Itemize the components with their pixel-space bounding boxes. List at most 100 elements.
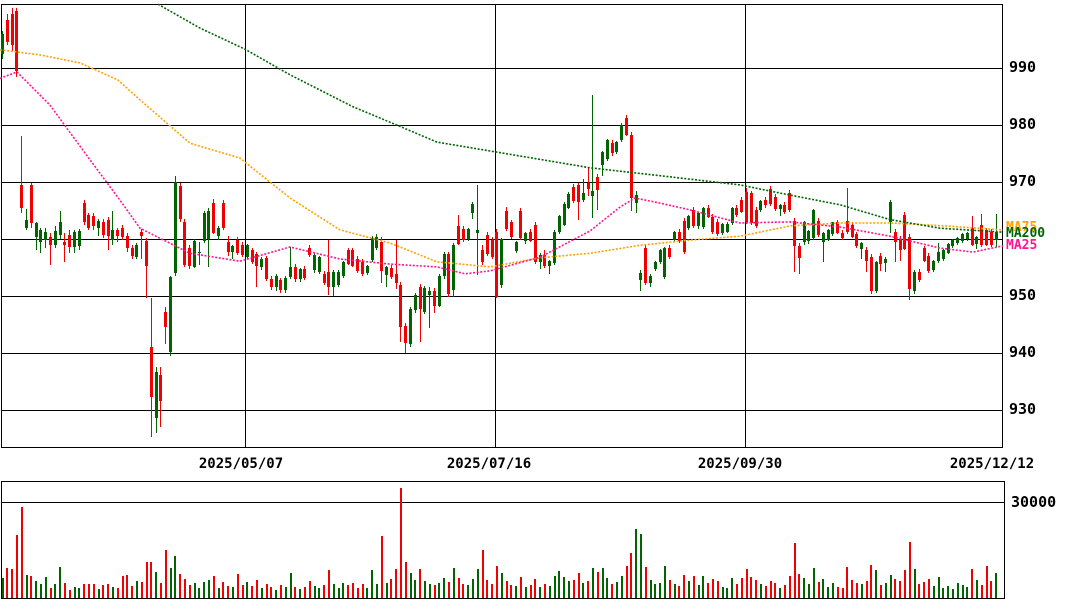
- volume-bar: [44, 577, 47, 598]
- volume-bar: [49, 588, 52, 598]
- price-tick-label: 970: [1009, 172, 1037, 190]
- candle-body: [716, 221, 720, 234]
- volume-bar: [39, 584, 42, 598]
- candle-wick: [419, 284, 421, 342]
- candle-body: [577, 185, 580, 202]
- candle-body: [207, 210, 211, 239]
- ma75-legend-label: MA75: [1006, 220, 1038, 235]
- candle-body: [245, 244, 249, 257]
- candle-body: [476, 230, 480, 234]
- volume-bar: [308, 580, 311, 598]
- candle-body: [481, 250, 484, 262]
- candle-body: [514, 241, 518, 251]
- candle-body: [553, 232, 556, 263]
- candle-body: [538, 254, 542, 263]
- candle-body: [241, 245, 244, 255]
- candle-body: [956, 237, 960, 243]
- candle-body: [1, 33, 4, 54]
- volume-bar: [779, 587, 782, 598]
- candle-body: [817, 220, 820, 235]
- ma25-legend-label: MA25: [1006, 238, 1038, 253]
- price-tick-label: 930: [1009, 400, 1037, 418]
- volume-bar: [807, 583, 810, 598]
- volume-bar: [246, 581, 249, 598]
- ma200-legend-label: MA200: [1006, 226, 1046, 241]
- candle-body: [145, 241, 148, 267]
- volume-bar: [135, 581, 138, 598]
- candle-body: [418, 286, 422, 309]
- candle-body: [39, 229, 43, 242]
- candle-body: [73, 232, 76, 247]
- candle-body: [135, 245, 139, 257]
- volume-bar: [529, 585, 532, 598]
- candle-body: [457, 225, 460, 244]
- volume-bar: [63, 582, 66, 598]
- candle-body: [332, 272, 336, 287]
- volume-bar: [500, 572, 503, 598]
- volume-bar: [659, 582, 662, 598]
- candle-body: [490, 239, 494, 257]
- volume-bar: [140, 582, 143, 598]
- volume-bar: [371, 570, 374, 598]
- volume-bar: [702, 576, 705, 598]
- volume-bar: [942, 587, 945, 598]
- candle-body: [327, 272, 331, 287]
- candle-body: [759, 200, 763, 211]
- volume-bar: [20, 506, 23, 598]
- candle-wick: [640, 270, 642, 291]
- volume-bar: [313, 586, 316, 598]
- candle-body: [903, 215, 907, 249]
- candle-body: [466, 228, 470, 239]
- candle-body: [989, 232, 993, 246]
- volume-bar: [918, 584, 921, 598]
- volume-bar: [889, 574, 892, 598]
- volume-bar: [347, 584, 350, 598]
- date-gridline: [495, 4, 496, 448]
- candle-body: [82, 203, 86, 222]
- candle-body: [985, 230, 988, 245]
- candle-body: [183, 221, 187, 265]
- candle-body: [927, 255, 931, 272]
- candle-body: [322, 273, 326, 283]
- candle-body: [293, 266, 297, 279]
- volume-bar: [932, 586, 935, 598]
- candle-body: [337, 272, 340, 285]
- volume-bar: [174, 556, 177, 598]
- volume-bar: [750, 577, 753, 598]
- volume-bar: [260, 588, 263, 598]
- volume-bar: [726, 588, 729, 598]
- volume-bar: [265, 584, 268, 598]
- volume-bar: [716, 580, 719, 598]
- candle-body: [649, 276, 652, 283]
- candle-body: [5, 19, 9, 43]
- volume-bar: [615, 581, 618, 598]
- volume-bar: [587, 581, 590, 598]
- candle-body: [586, 183, 590, 190]
- volume-bar: [524, 587, 527, 598]
- candle-body: [548, 261, 552, 266]
- volume-bar: [255, 579, 258, 598]
- price-tick-label: 950: [1009, 286, 1037, 304]
- candle-body: [87, 215, 91, 229]
- volume-bar: [644, 567, 647, 598]
- candle-body: [783, 204, 787, 213]
- volume-bar: [822, 579, 825, 598]
- volume-bar: [198, 588, 201, 598]
- volume-bar: [155, 572, 158, 598]
- volume-bar: [231, 587, 234, 598]
- price-tick-label: 980: [1009, 115, 1037, 133]
- volume-bar: [510, 584, 513, 598]
- date-label: 2025/07/16: [446, 456, 532, 472]
- volume-bar: [78, 587, 81, 598]
- candle-body: [284, 277, 288, 291]
- candle-body: [673, 232, 676, 240]
- volume-bar: [299, 588, 302, 598]
- candle-body: [428, 290, 432, 295]
- candle-body: [591, 190, 595, 197]
- volume-bar: [697, 584, 700, 598]
- candle-body: [341, 261, 345, 277]
- candle-body: [543, 254, 547, 266]
- candle-body: [159, 374, 163, 402]
- volume-bar: [447, 582, 450, 598]
- candle-body: [965, 233, 969, 239]
